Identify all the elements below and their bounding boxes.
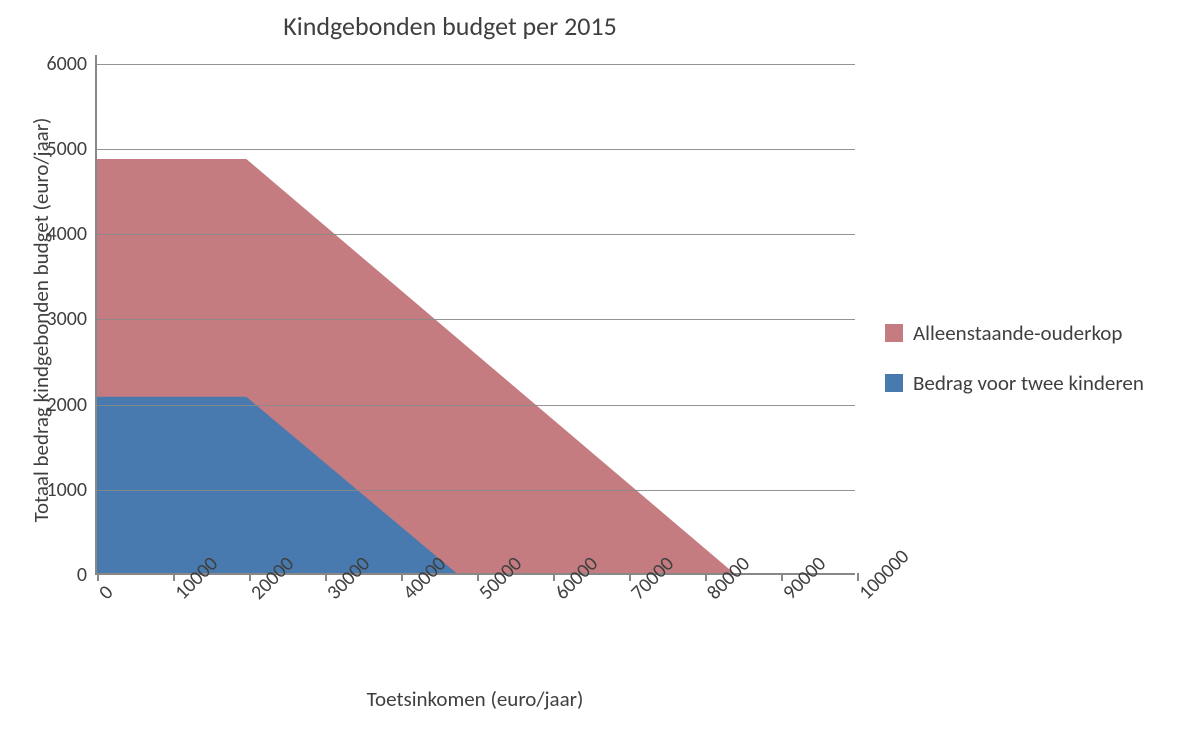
chart-title: Kindgebonden budget per 2015	[0, 10, 900, 42]
y-tick-label: 5000	[46, 137, 87, 161]
x-axis-label: Toetsinkomen (euro/jaar)	[95, 686, 855, 712]
series-layer	[97, 55, 855, 573]
x-tick-label: 100000	[854, 545, 914, 605]
legend-label: Bedrag voor twee kinderen	[913, 370, 1144, 396]
x-tick-label: 60000	[550, 552, 603, 605]
y-tick-label: 4000	[46, 222, 87, 246]
x-tick-label: 50000	[474, 552, 527, 605]
x-tick-label: 0	[94, 581, 118, 605]
y-gridline	[97, 64, 855, 65]
legend-item: Bedrag voor twee kinderen	[885, 370, 1144, 396]
x-tick-mark	[553, 573, 555, 581]
x-tick-mark	[477, 573, 479, 581]
legend-swatch	[885, 324, 903, 342]
legend: Alleenstaande-ouderkop Bedrag voor twee k…	[885, 320, 1144, 420]
x-tick-label: 30000	[322, 552, 375, 605]
x-tick-label: 40000	[398, 552, 451, 605]
area-chart: Kindgebonden budget per 2015 Totaal bedr…	[0, 0, 1199, 732]
x-tick-mark	[401, 573, 403, 581]
y-gridline	[97, 405, 855, 406]
legend-swatch	[885, 374, 903, 392]
y-gridline	[97, 319, 855, 320]
y-tick-label: 6000	[46, 52, 87, 76]
y-tick-label: 0	[77, 563, 87, 587]
legend-label: Alleenstaande-ouderkop	[913, 320, 1122, 346]
x-tick-label: 90000	[778, 552, 831, 605]
series-area	[97, 159, 734, 573]
x-tick-label: 80000	[702, 552, 755, 605]
series-area	[97, 397, 456, 573]
x-tick-mark	[97, 573, 99, 581]
y-tick-label: 1000	[46, 478, 87, 502]
x-tick-mark	[781, 573, 783, 581]
y-gridline	[97, 234, 855, 235]
x-tick-label: 10000	[170, 552, 223, 605]
x-tick-mark	[325, 573, 327, 581]
x-tick-mark	[629, 573, 631, 581]
plot-area: 0100020003000400050006000010000200003000…	[95, 55, 855, 575]
y-gridline	[97, 490, 855, 491]
x-tick-mark	[173, 573, 175, 581]
y-gridline	[97, 149, 855, 150]
x-tick-mark	[857, 573, 859, 581]
x-tick-label: 70000	[626, 552, 679, 605]
x-tick-mark	[249, 573, 251, 581]
y-tick-label: 2000	[46, 393, 87, 417]
x-tick-mark	[705, 573, 707, 581]
x-tick-label: 20000	[246, 552, 299, 605]
y-tick-label: 3000	[46, 307, 87, 331]
legend-item: Alleenstaande-ouderkop	[885, 320, 1144, 346]
